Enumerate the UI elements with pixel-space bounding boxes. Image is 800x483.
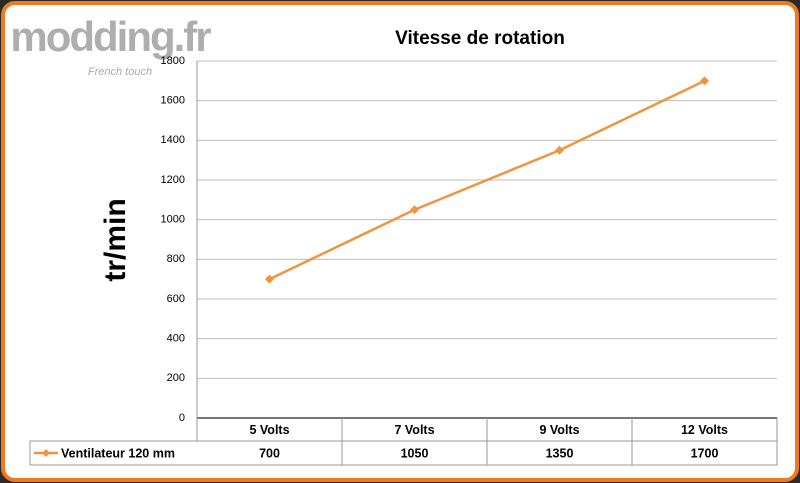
chart-title: Vitesse de rotation: [395, 28, 565, 49]
y-tick-label: 200: [167, 372, 185, 384]
logo-name: modding.fr: [10, 13, 211, 60]
marker: [265, 274, 274, 284]
marker: [555, 145, 564, 155]
line: [268, 79, 706, 281]
x-tick-label: 9 Volts: [539, 423, 579, 437]
y-tick-label: 400: [167, 333, 185, 345]
x-tick-label: 5 Volts: [249, 423, 289, 437]
y-tick-label: 1000: [161, 214, 185, 226]
y-tick-label: 600: [167, 293, 185, 305]
table-value: 1700: [691, 446, 719, 460]
table-value: 1350: [546, 446, 574, 460]
y-tick-label: 1600: [161, 95, 185, 107]
y-tick-label: 1800: [161, 55, 185, 67]
y-tick-label: 0: [179, 412, 185, 424]
marker: [410, 205, 419, 215]
y-tick-label: 800: [167, 253, 185, 265]
table-value: 700: [259, 446, 280, 460]
y-axis-label: tr/min: [99, 198, 132, 281]
y-tick-label: 1400: [161, 134, 185, 146]
legend-marker: [42, 449, 50, 457]
logo-tagline: French touch: [88, 66, 152, 78]
legend-label: Ventilateur 120 mm: [61, 446, 175, 460]
table-value: 1050: [401, 446, 429, 460]
x-tick-label: 12 Volts: [681, 423, 728, 437]
marker: [700, 76, 709, 86]
y-tick-label: 1200: [161, 174, 185, 186]
x-tick-label: 7 Volts: [394, 423, 434, 437]
